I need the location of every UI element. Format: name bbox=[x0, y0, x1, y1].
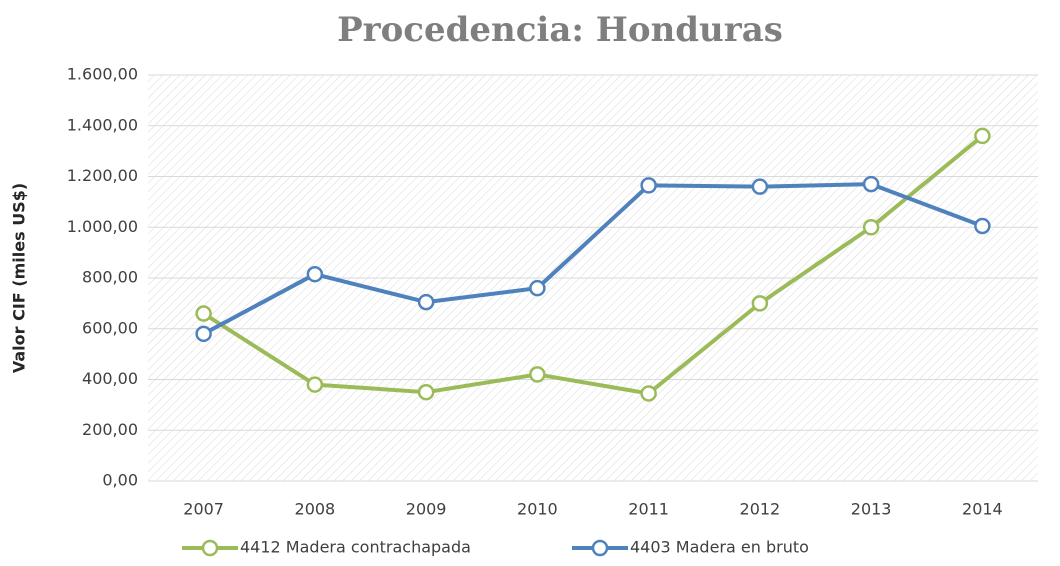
data-point bbox=[195, 325, 212, 343]
data-point bbox=[862, 175, 880, 193]
x-tick-label: 2009 bbox=[406, 500, 447, 519]
y-tick-label: 1.400,00 bbox=[67, 115, 138, 134]
legend-label: 4412 Madera contrachapada bbox=[240, 538, 471, 557]
data-point bbox=[306, 376, 324, 393]
y-axis-label: Valor CIF (miles US$) bbox=[10, 183, 29, 373]
data-point bbox=[529, 366, 546, 383]
data-point bbox=[751, 295, 769, 312]
series-line bbox=[202, 182, 984, 336]
chart-title: Procedencia: Honduras bbox=[337, 10, 783, 50]
data-point bbox=[640, 177, 657, 194]
x-tick-label: 2011 bbox=[628, 500, 669, 519]
data-point bbox=[974, 127, 991, 145]
data-point bbox=[417, 383, 435, 401]
data-point bbox=[529, 279, 546, 297]
y-tick-label: 1.600,00 bbox=[67, 65, 138, 84]
y-tick-label: 600,00 bbox=[82, 318, 138, 337]
y-tick-label: 800,00 bbox=[82, 268, 138, 287]
data-point bbox=[862, 219, 880, 236]
x-tick-label: 2014 bbox=[962, 500, 1003, 519]
data-point bbox=[974, 217, 991, 235]
legend-marker bbox=[201, 539, 219, 557]
y-tick-label: 1.200,00 bbox=[67, 166, 138, 185]
x-tick-label: 2008 bbox=[295, 500, 336, 519]
series-line bbox=[202, 134, 984, 396]
y-tick-label: 0,00 bbox=[102, 471, 138, 490]
data-point bbox=[417, 293, 435, 311]
x-tick-label: 2007 bbox=[183, 500, 224, 519]
data-point bbox=[306, 265, 324, 283]
data-point bbox=[195, 305, 212, 322]
x-tick-label: 2010 bbox=[517, 500, 558, 519]
y-tick-label: 1.000,00 bbox=[67, 217, 138, 236]
data-point bbox=[640, 385, 657, 402]
x-tick-label: 2012 bbox=[740, 500, 781, 519]
y-tick-label: 200,00 bbox=[82, 420, 138, 439]
legend-label: 4403 Madera en bruto bbox=[630, 538, 809, 557]
legend-marker bbox=[591, 539, 609, 557]
x-tick-label: 2013 bbox=[851, 500, 892, 519]
data-point bbox=[751, 178, 769, 195]
y-tick-label: 400,00 bbox=[82, 369, 138, 388]
